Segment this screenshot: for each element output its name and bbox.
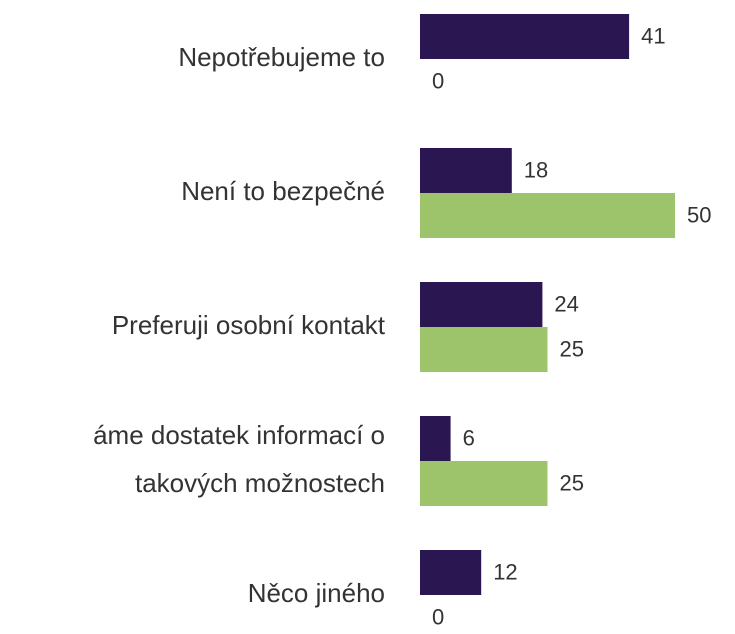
bar bbox=[420, 193, 675, 238]
category-label: Něco jiného bbox=[248, 578, 385, 608]
category-label: áme dostatek informací o bbox=[93, 420, 385, 450]
value-label: 0 bbox=[432, 604, 444, 629]
category-label: Nepotřebujeme to bbox=[178, 42, 385, 72]
bar bbox=[420, 14, 630, 59]
bar bbox=[420, 461, 548, 506]
bar bbox=[420, 327, 548, 372]
category-label: Preferuji osobní kontakt bbox=[112, 310, 386, 340]
value-label: 12 bbox=[493, 559, 517, 584]
value-label: 18 bbox=[524, 157, 548, 182]
value-label: 24 bbox=[554, 291, 578, 316]
value-label: 25 bbox=[560, 470, 584, 495]
value-label: 6 bbox=[463, 425, 475, 450]
value-label: 41 bbox=[641, 23, 665, 48]
bar bbox=[420, 416, 451, 461]
value-label: 0 bbox=[432, 68, 444, 93]
category-label: takových možnostech bbox=[135, 468, 385, 498]
category-label: Není to bezpečné bbox=[181, 176, 385, 206]
bar bbox=[420, 148, 512, 193]
bar bbox=[420, 550, 482, 595]
value-label: 25 bbox=[560, 336, 584, 361]
bar bbox=[420, 282, 543, 327]
value-label: 50 bbox=[687, 202, 711, 227]
